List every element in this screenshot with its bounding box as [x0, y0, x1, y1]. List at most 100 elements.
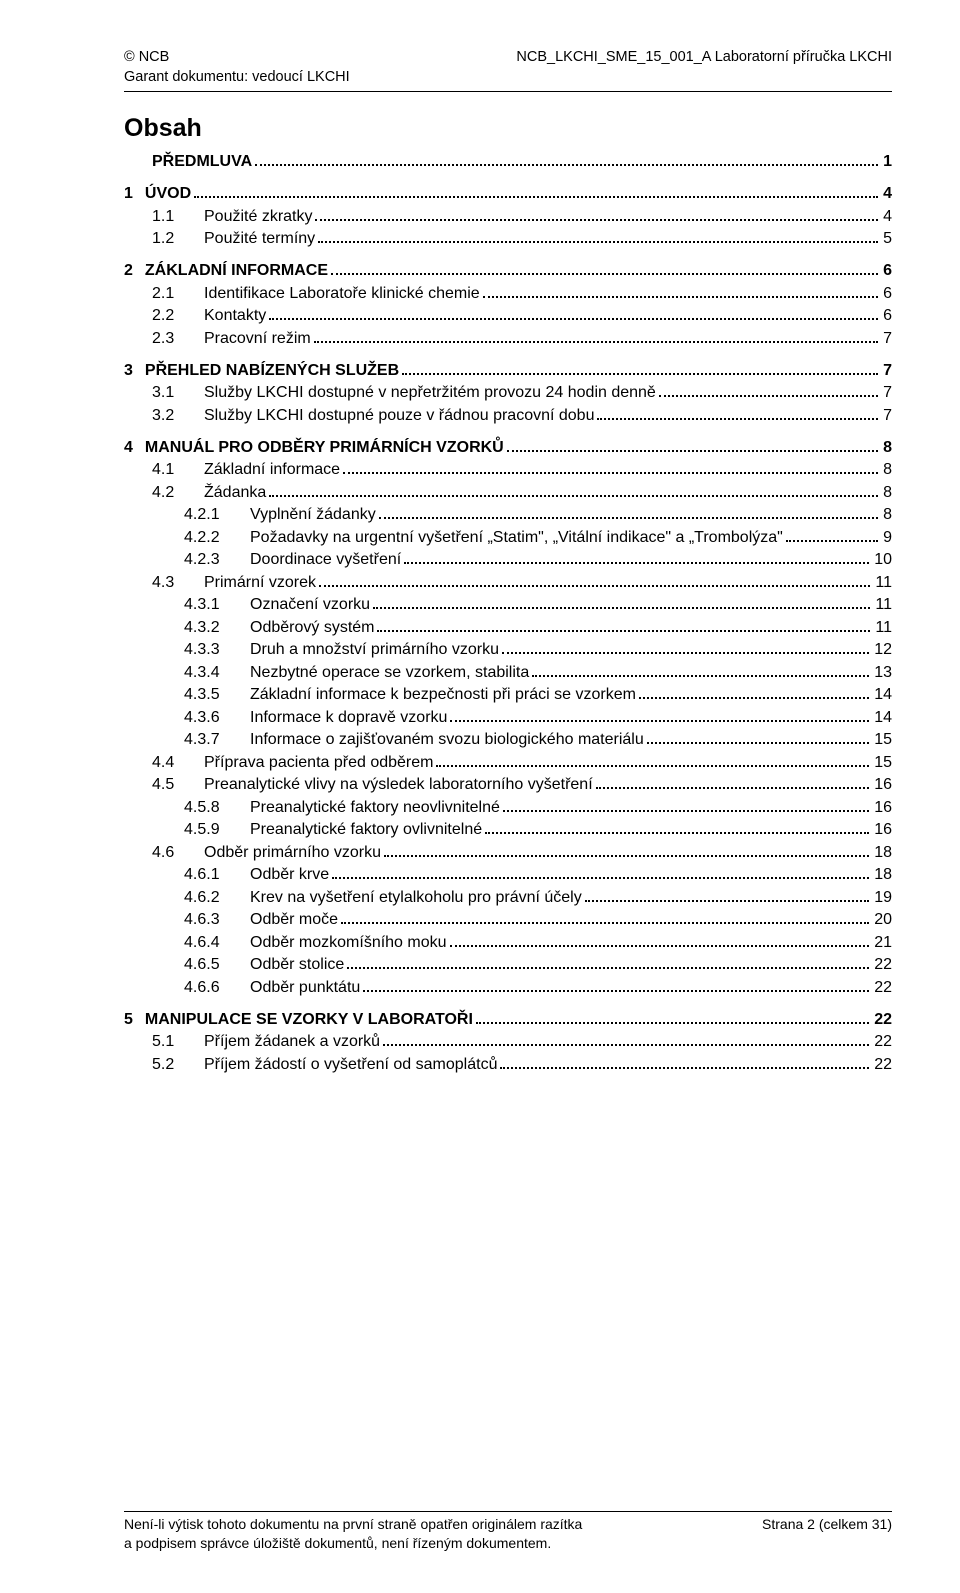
- toc-num: 2.2: [152, 307, 204, 325]
- header-rule: [124, 91, 892, 92]
- toc-row: 4.6.5Odběr stolice 22: [124, 956, 892, 974]
- toc-leader: [343, 463, 878, 474]
- toc-page: 16: [872, 799, 892, 817]
- toc-label: Odběr primárního vzorku: [204, 844, 381, 862]
- toc-label: Použité termíny: [204, 230, 315, 248]
- toc-page: 22: [872, 979, 892, 997]
- toc-num: 5.1: [152, 1033, 204, 1051]
- toc-leader: [332, 868, 869, 879]
- toc-num: 4.3.7: [184, 731, 250, 749]
- toc-page: 8: [881, 506, 892, 524]
- toc-label: Nezbytné operace se vzorkem, stabilita: [250, 664, 529, 682]
- toc-label: Preanalytické faktory ovlivnitelné: [250, 821, 482, 839]
- footer-right-line1: Strana 2 (celkem 31): [762, 1515, 892, 1534]
- toc-leader: [483, 287, 878, 298]
- toc-leader: [377, 621, 870, 632]
- toc-num: 2: [124, 262, 145, 280]
- toc-page: 11: [873, 574, 892, 592]
- toc-num: 4.6.4: [184, 934, 250, 952]
- toc-label: Odběr mozkomíšního moku: [250, 934, 447, 952]
- toc-label: Primární vzorek: [204, 574, 316, 592]
- toc-label: Příjem žádanek a vzorků: [204, 1033, 380, 1051]
- toc-row: 4.5.8Preanalytické faktory neovlivniteln…: [124, 799, 892, 817]
- toc-leader: [503, 801, 869, 812]
- toc-label: Druh a množství primárního vzorku: [250, 641, 499, 659]
- table-of-contents: PŘEDMLUVA11ÚVOD41.1Použité zkratky41.2Po…: [124, 153, 892, 1074]
- footer-right: Strana 2 (celkem 31): [762, 1515, 892, 1553]
- toc-row: 4.6.3Odběr moče20: [124, 911, 892, 929]
- toc-num: 4.3.4: [184, 664, 250, 682]
- toc-num: 5.2: [152, 1056, 204, 1074]
- toc-page: 19: [872, 889, 892, 907]
- toc-page: 6: [881, 262, 892, 280]
- toc-num: 4.6.3: [184, 911, 250, 929]
- footer-rule: [124, 1511, 892, 1512]
- footer-left-line1: Není-li výtisk tohoto dokumentu na první…: [124, 1515, 582, 1534]
- toc-leader: [318, 232, 878, 243]
- toc-row: 4.2.1Vyplnění žádanky8: [124, 506, 892, 524]
- toc-leader: [450, 936, 870, 947]
- toc-num: 4.6.2: [184, 889, 250, 907]
- toc-label: Preanalytické faktory neovlivnitelné: [250, 799, 500, 817]
- toc-row: 4.6.1Odběr krve 18: [124, 866, 892, 884]
- toc-row: 2.1Identifikace Laboratoře klinické chem…: [124, 285, 892, 303]
- toc-leader: [363, 981, 869, 992]
- toc-num: 4.5.9: [184, 821, 250, 839]
- toc-page: 18: [872, 866, 892, 884]
- toc-num: 3: [124, 362, 145, 380]
- toc-label: Použité zkratky: [204, 208, 312, 226]
- toc-num: 4.6.6: [184, 979, 250, 997]
- toc-leader: [647, 733, 869, 744]
- toc-label: Informace k dopravě vzorku: [250, 709, 447, 727]
- toc-row: 5.2Příjem žádostí o vyšetření od samoplá…: [124, 1056, 892, 1074]
- toc-page: 15: [872, 754, 892, 772]
- toc-label: Krev na vyšetření etylalkoholu pro právn…: [250, 889, 582, 907]
- toc-label: Odběr stolice: [250, 956, 344, 974]
- toc-leader: [347, 958, 869, 969]
- toc-leader: [314, 332, 878, 343]
- toc-label: Základní informace: [204, 461, 340, 479]
- toc-label: Preanalytické vlivy na výsledek laborato…: [204, 776, 593, 794]
- toc-page: 8: [881, 439, 892, 457]
- toc-row: 3PŘEHLED NABÍZENÝCH SLUŽEB7: [124, 362, 892, 380]
- toc-num: 4.6.5: [184, 956, 250, 974]
- toc-page: 22: [872, 1011, 892, 1029]
- toc-page: 12: [872, 641, 892, 659]
- toc-leader: [659, 386, 878, 397]
- toc-page: 8: [881, 461, 892, 479]
- toc-page: 13: [872, 664, 892, 682]
- toc-page: 22: [872, 1056, 892, 1074]
- toc-num: 4.6.1: [184, 866, 250, 884]
- toc-page: 5: [881, 230, 892, 248]
- toc-label: Odběr punktátu: [250, 979, 360, 997]
- footer-left-line2: a podpisem správce úložiště dokumentů, n…: [124, 1534, 582, 1553]
- toc-row: 4.6.2Krev na vyšetření etylalkoholu pro …: [124, 889, 892, 907]
- toc-leader: [255, 155, 878, 166]
- toc-leader: [331, 264, 878, 275]
- toc-num: 4.3.3: [184, 641, 250, 659]
- toc-row: 4MANUÁL PRO ODBĚRY PRIMÁRNÍCH VZORKŮ8: [124, 439, 892, 457]
- toc-num: 4.3.5: [184, 686, 250, 704]
- toc-leader: [436, 756, 869, 767]
- toc-leader: [786, 531, 878, 542]
- toc-num: 4.3: [152, 574, 204, 592]
- toc-num: 4.3.1: [184, 596, 250, 614]
- toc-label: PŘEDMLUVA: [152, 153, 252, 171]
- toc-label: Požadavky na urgentní vyšetření „Statim"…: [250, 529, 783, 547]
- toc-page: 14: [872, 686, 892, 704]
- toc-label: Odběr krve: [250, 866, 329, 884]
- toc-leader: [485, 823, 869, 834]
- toc-row: 4.3Primární vzorek 11: [124, 574, 892, 592]
- toc-page: 7: [881, 330, 892, 348]
- toc-label: Informace o zajišťovaném svozu biologick…: [250, 731, 644, 749]
- toc-page: 20: [872, 911, 892, 929]
- toc-row: 4.6.6Odběr punktátu 22: [124, 979, 892, 997]
- toc-label: Příjem žádostí o vyšetření od samoplátců: [204, 1056, 497, 1074]
- toc-page: 22: [872, 956, 892, 974]
- toc-num: 4.6: [152, 844, 204, 862]
- toc-row: 4.3.7Informace o zajišťovaném svozu biol…: [124, 731, 892, 749]
- toc-row: 2.2Kontakty6: [124, 307, 892, 325]
- header-right-line1: NCB_LKCHI_SME_15_001_A Laboratorní příru…: [516, 48, 892, 68]
- header-left-line1: © NCB: [124, 48, 350, 68]
- toc-num: 4: [124, 439, 145, 457]
